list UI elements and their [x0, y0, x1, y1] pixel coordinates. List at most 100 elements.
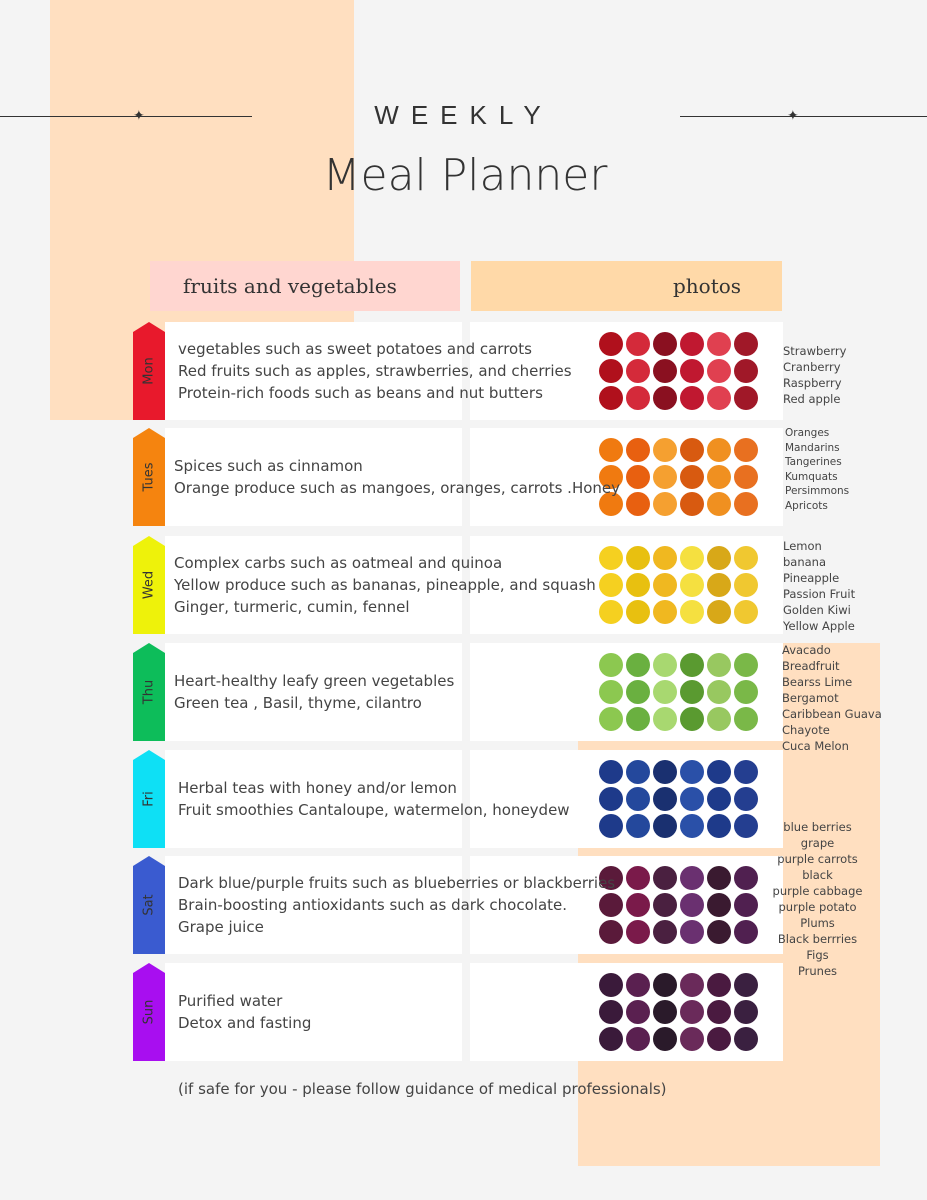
day-tab: Tues: [133, 428, 165, 526]
fruit-list-item: Bearss Lime: [782, 675, 853, 689]
fruit-image: [734, 1027, 758, 1051]
day-row-sat: Sat Dark blue/purple fruits such as blue…: [133, 856, 783, 954]
fruit-image: [626, 893, 650, 917]
day-label: Thu: [141, 679, 157, 705]
food-line: Green tea , Basil, thyme, cilantro: [174, 694, 422, 712]
food-line: Herbal teas with honey and/or lemon: [178, 779, 457, 797]
food-cell: [165, 536, 462, 634]
food-line: Dark blue/purple fruits such as blueberr…: [178, 874, 616, 892]
fruit-image: [680, 332, 704, 356]
fruit-image: [599, 600, 623, 624]
food-line: Heart-healthy leafy green vegetables: [174, 672, 455, 690]
fruit-image: [599, 814, 623, 838]
fruit-image: [653, 332, 677, 356]
fruit-list-item: purple cabbage: [772, 884, 863, 898]
food-text: Purified water Detox and fasting: [178, 963, 311, 1061]
fruit-list-item: Strawberry: [783, 344, 847, 358]
fruit-list-item: Chayote: [782, 723, 830, 737]
fruit-image: [653, 465, 677, 489]
fruit-image: [626, 465, 650, 489]
fruit-list: blue berries grape purple carrots black purp…: [770, 819, 865, 979]
fruit-image: [626, 920, 650, 944]
food-line: Purified water: [178, 992, 283, 1010]
fruit-image: [707, 465, 731, 489]
food-cell: [165, 856, 462, 954]
day-row-wed: Wed Complex carbs such as oatmeal and qu…: [133, 536, 783, 634]
fruit-list-item: Tangerines: [785, 456, 842, 468]
fruit-image: [626, 438, 650, 462]
column-header-label: fruits and vegetables: [183, 274, 397, 298]
fruit-image: [653, 973, 677, 997]
food-cell: [165, 322, 462, 420]
fruit-image: [734, 920, 758, 944]
fruit-image: [680, 573, 704, 597]
fruit-image: [680, 653, 704, 677]
food-text: Heart-healthy leafy green vegetables Gree…: [174, 643, 454, 741]
fruit-image: [707, 920, 731, 944]
fruit-image: [680, 680, 704, 704]
fruit-image: [734, 707, 758, 731]
fruit-image: [707, 438, 731, 462]
food-text: vegetables such as sweet potatoes and ca…: [178, 322, 572, 420]
fruit-image: [680, 760, 704, 784]
day-tab: Wed: [133, 536, 165, 634]
fruit-image: [626, 600, 650, 624]
day-label: Sat: [141, 894, 157, 916]
fruit-image: [653, 866, 677, 890]
fruit-list-item: blue berries: [783, 820, 852, 834]
fruit-image: [680, 973, 704, 997]
fruit-image: [680, 787, 704, 811]
fruit-image: [680, 386, 704, 410]
fruit-image: [734, 573, 758, 597]
fruit-image: [653, 1027, 677, 1051]
fruit-image: [626, 866, 650, 890]
fruit-image: [626, 653, 650, 677]
fruit-image: [680, 920, 704, 944]
food-photo: [597, 643, 783, 741]
fruit-image: [680, 1000, 704, 1024]
food-line: Fruit smoothies Cantaloupe, watermelon, …: [178, 801, 570, 819]
food-line: Protein-rich foods such as beans and nut…: [178, 384, 543, 402]
fruit-image: [599, 973, 623, 997]
fruit-image: [653, 760, 677, 784]
fruit-image: [734, 492, 758, 516]
fruit-image: [734, 973, 758, 997]
fruit-image: [734, 465, 758, 489]
food-text: Herbal teas with honey and/or lemon Fruit…: [178, 750, 570, 848]
fruit-list-item: Pineapple: [783, 571, 840, 585]
food-line: Detox and fasting: [178, 1014, 312, 1032]
column-header-label: photos: [673, 274, 742, 298]
day-tab: Fri: [133, 750, 165, 848]
fruit-image: [653, 492, 677, 516]
fruit-image: [599, 546, 623, 570]
food-line: Red fruits such as apples, strawberries,…: [178, 362, 572, 380]
fruit-image: [599, 760, 623, 784]
fruit-list-item: Figs: [806, 948, 829, 962]
day-label: Sun: [141, 999, 157, 1025]
day-tab: Mon: [133, 322, 165, 420]
fruit-list-item: Caribbean Guava: [782, 707, 882, 721]
fruit-list-item: purple potato: [778, 900, 857, 914]
fruit-image: [707, 760, 731, 784]
fruit-image: [707, 653, 731, 677]
fruit-image: [680, 359, 704, 383]
sparkle-icon: ✦: [133, 108, 145, 124]
fruit-list: Lemon banana Pineapple Passion Fruit Golden …: [783, 538, 855, 634]
day-tab: Thu: [133, 643, 165, 741]
day-label: Fri: [141, 791, 157, 807]
food-photo: [597, 536, 783, 634]
fruit-image: [599, 866, 623, 890]
food-photo: [597, 750, 783, 848]
fruit-list-item: banana: [783, 555, 827, 569]
fruit-image: [734, 359, 758, 383]
fruit-image: [734, 760, 758, 784]
fruit-image: [599, 359, 623, 383]
fruit-image: [653, 707, 677, 731]
fruit-list-item: Cranberry: [783, 360, 841, 374]
fruit-image: [707, 492, 731, 516]
fruit-image: [680, 893, 704, 917]
fruit-image: [653, 359, 677, 383]
day-tab: Sat: [133, 856, 165, 954]
fruit-image: [734, 386, 758, 410]
fruit-image: [653, 680, 677, 704]
